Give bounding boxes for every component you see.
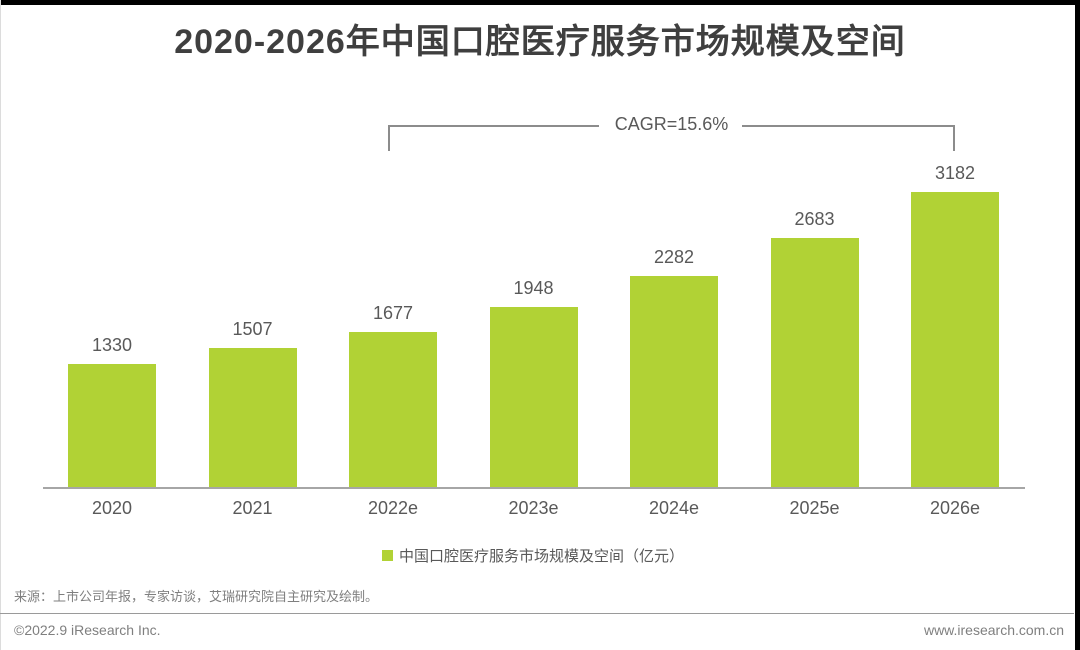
- bar: [911, 192, 999, 488]
- bar: [68, 364, 156, 488]
- x-axis-label: 2025e: [789, 498, 840, 518]
- bar-value-label: 2683: [794, 209, 835, 229]
- footer-divider: [0, 613, 1074, 614]
- bar-chart-plot: 1330 1507 1677 1948 2282 2683 3182: [68, 163, 999, 488]
- bar-value-label: 2282: [653, 247, 695, 267]
- bar: [770, 238, 859, 488]
- x-axis-label: 2024e: [648, 498, 700, 518]
- bar-value-label: 3182: [934, 163, 976, 183]
- cagr-bracket: CAGR=15.6%: [388, 114, 955, 151]
- bar-group-2026e: 3182: [911, 163, 999, 488]
- bar: [489, 307, 578, 488]
- x-axis-line: [43, 487, 1025, 489]
- cagr-bracket-left-segment: [388, 125, 599, 151]
- top-border: [0, 0, 1080, 5]
- bar: [208, 348, 297, 488]
- cagr-label: CAGR=15.6%: [610, 114, 733, 135]
- legend-label: 中国口腔医疗服务市场规模及空间（亿元）: [398, 548, 684, 565]
- bar-group-2022e: 1677: [349, 303, 437, 488]
- legend: 中国口腔医疗服务市场规模及空间（亿元）: [0, 545, 1066, 566]
- bar: [349, 332, 437, 488]
- page-title: 2020-2026年中国口腔医疗服务市场规模及空间: [174, 23, 906, 61]
- bar-group-2024e: 2282: [630, 247, 718, 488]
- x-axis-label: 2020: [91, 498, 133, 518]
- bar: [630, 276, 718, 488]
- legend-swatch: [381, 550, 393, 561]
- bar-group-2021: 1507: [208, 319, 297, 488]
- footer-copyright: ©2022.9 iResearch Inc.: [14, 622, 161, 638]
- x-axis-label: 2021: [232, 498, 273, 518]
- left-border: [0, 0, 1, 650]
- right-border: [1075, 0, 1080, 650]
- bar-group-2025e: 2683: [770, 209, 859, 488]
- bar-group-2020: 1330: [68, 335, 156, 488]
- x-axis-label: 2022e: [367, 498, 419, 518]
- bar-value-label: 1948: [513, 278, 554, 298]
- x-axis-label: 2023e: [508, 498, 559, 518]
- bar-group-2023e: 1948: [489, 278, 578, 488]
- cagr-bracket-right-segment: [742, 125, 955, 151]
- source-note: 来源：上市公司年报，专家访谈，艾瑞研究院自主研究及绘制。: [14, 589, 379, 604]
- footer-url: www.iresearch.com.cn: [923, 622, 1064, 638]
- bar-value-label: 1507: [232, 319, 273, 339]
- bar-value-label: 1330: [91, 335, 133, 355]
- bar-value-label: 1677: [372, 303, 414, 323]
- x-axis-label: 2026e: [929, 498, 981, 518]
